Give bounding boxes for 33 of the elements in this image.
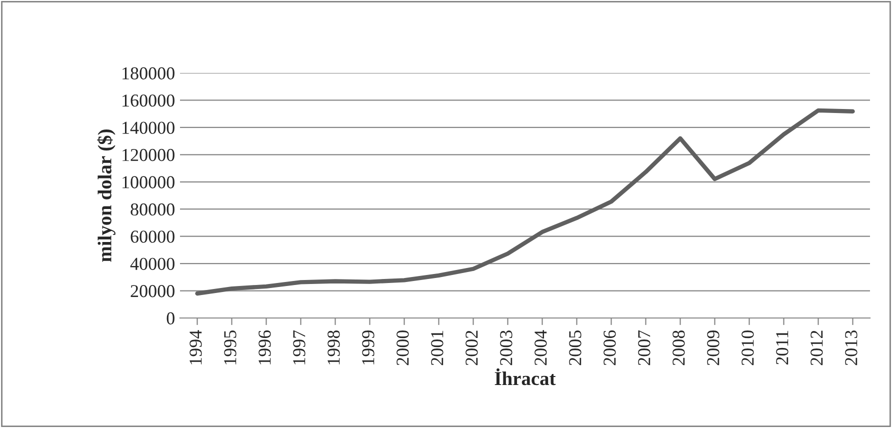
x-tick-label: 1999 xyxy=(362,330,374,364)
x-tick-label: 2007 xyxy=(638,330,650,366)
y-tick-label: 180000 xyxy=(122,67,174,80)
x-tick-label: 2004 xyxy=(534,330,547,366)
y-tick-label: 100000 xyxy=(122,176,174,188)
y-tick-label: 0 xyxy=(166,312,174,324)
x-tick-label: 2008 xyxy=(672,330,685,366)
y-tick-label: 120000 xyxy=(122,148,174,162)
x-tick-label: 1997 xyxy=(293,330,306,364)
x-tick-label: 2003 xyxy=(500,330,512,366)
x-axis-title: İhracat xyxy=(494,368,556,386)
x-tick-label: 1994 xyxy=(190,330,202,364)
y-tick-label: 40000 xyxy=(130,258,174,270)
x-tick-label: 2006 xyxy=(604,330,616,366)
x-tick-label: 2005 xyxy=(569,330,582,366)
x-tick-label: 2010 xyxy=(742,330,754,366)
x-tick-label: 2000 xyxy=(396,330,409,366)
x-tick-label: 2009 xyxy=(707,330,720,366)
x-tick-label: 2012 xyxy=(810,330,823,366)
x-tick-label: 1996 xyxy=(258,330,271,364)
x-tick-label: 1998 xyxy=(328,330,340,364)
y-tick-label: 140000 xyxy=(122,122,174,134)
y-tick-label: 20000 xyxy=(130,285,174,298)
line-series xyxy=(195,108,855,296)
x-tick-label: 2013 xyxy=(845,330,858,366)
x-tick-label: 1995 xyxy=(224,330,236,364)
y-axis-title: milyon dolar ($) xyxy=(97,130,116,262)
x-tick-label: 2011 xyxy=(776,330,788,364)
y-tick-label: 60000 xyxy=(130,230,174,243)
x-tick-label: 2002 xyxy=(466,330,478,366)
y-tick-label: 80000 xyxy=(130,203,174,216)
x-tick-label: 2001 xyxy=(431,330,444,366)
y-tick-label: 160000 xyxy=(122,94,174,107)
